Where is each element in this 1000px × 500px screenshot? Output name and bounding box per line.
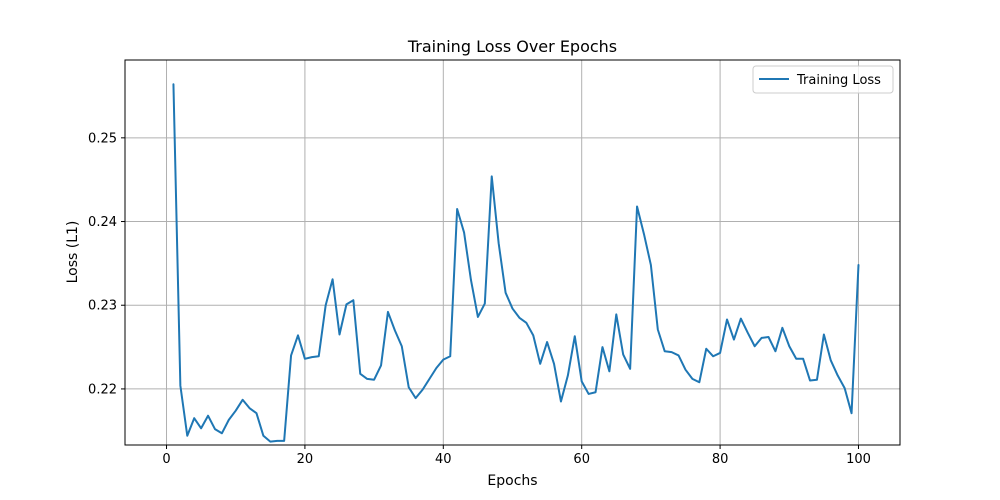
series-layer [172, 83, 860, 443]
x-tick-label: 60 [573, 452, 590, 467]
x-tick-label: 100 [846, 452, 871, 467]
x-tick-label: 80 [712, 452, 729, 467]
y-tick-label: 0.22 [88, 382, 117, 397]
grid-lines [125, 60, 900, 445]
chart-title: Training Loss Over Epochs [407, 37, 617, 56]
legend-label: Training Loss [796, 73, 881, 88]
x-tick-label: 0 [162, 452, 170, 467]
training-loss-line [172, 83, 860, 443]
y-tick-label: 0.23 [88, 299, 117, 314]
plot-frame [124, 59, 901, 446]
y-axis-label: Loss (L1) [65, 221, 81, 284]
legend-box [752, 65, 894, 94]
x-axis-label: Epochs [487, 473, 537, 489]
legend: Training Loss [752, 65, 894, 94]
x-tick-label: 20 [297, 452, 314, 467]
x-tick-label: 40 [435, 452, 452, 467]
y-tick-label: 0.24 [88, 215, 117, 230]
axis-ticks: 0 20 40 60 80 100 0.22 0.23 0.24 0.25 [88, 131, 871, 467]
y-tick-label: 0.25 [88, 131, 117, 146]
